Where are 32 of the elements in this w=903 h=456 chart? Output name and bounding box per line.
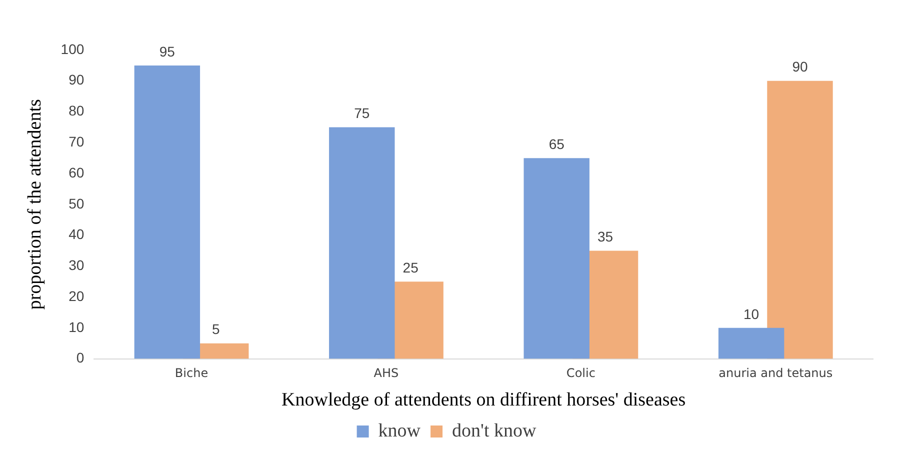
- legend-label: don't know: [452, 420, 536, 442]
- data-label: 35: [597, 228, 614, 245]
- y-tick-label: 0: [76, 350, 84, 366]
- y-tick-label: 30: [68, 257, 84, 274]
- bar: [718, 328, 784, 359]
- y-tick-label: 50: [68, 195, 84, 212]
- bar: [329, 127, 395, 359]
- bar: [134, 65, 200, 359]
- x-tick-label: Colic: [566, 366, 596, 380]
- legend-label: know: [378, 420, 421, 442]
- data-label: 5: [212, 321, 220, 338]
- bar: [524, 158, 590, 359]
- y-tick-label: 80: [68, 102, 84, 119]
- x-tick-label: AHS: [374, 366, 399, 380]
- y-tick-label: 70: [68, 134, 84, 150]
- y-tick-label: 60: [68, 164, 84, 180]
- y-tick-label: 90: [68, 72, 84, 88]
- data-label: 90: [792, 58, 808, 75]
- data-label: 65: [548, 136, 565, 152]
- y-tick-label: 10: [68, 318, 84, 335]
- bar: [767, 80, 833, 359]
- x-axis-title: Knowledge of attendents on diffirent horses' diseases: [282, 390, 686, 411]
- y-tick-label: 20: [68, 288, 84, 304]
- y-tick-label: 40: [68, 226, 84, 242]
- data-label: 10: [744, 306, 760, 322]
- x-tick-label: Biche: [174, 366, 208, 380]
- data-label: 25: [402, 259, 419, 276]
- data-label: 75: [354, 105, 370, 122]
- data-label: 95: [159, 43, 176, 60]
- x-tick-label: anuria and tetanus: [718, 366, 833, 380]
- y-tick-label: 100: [60, 40, 84, 57]
- y-axis-title: proportion of the attendents: [24, 99, 46, 310]
